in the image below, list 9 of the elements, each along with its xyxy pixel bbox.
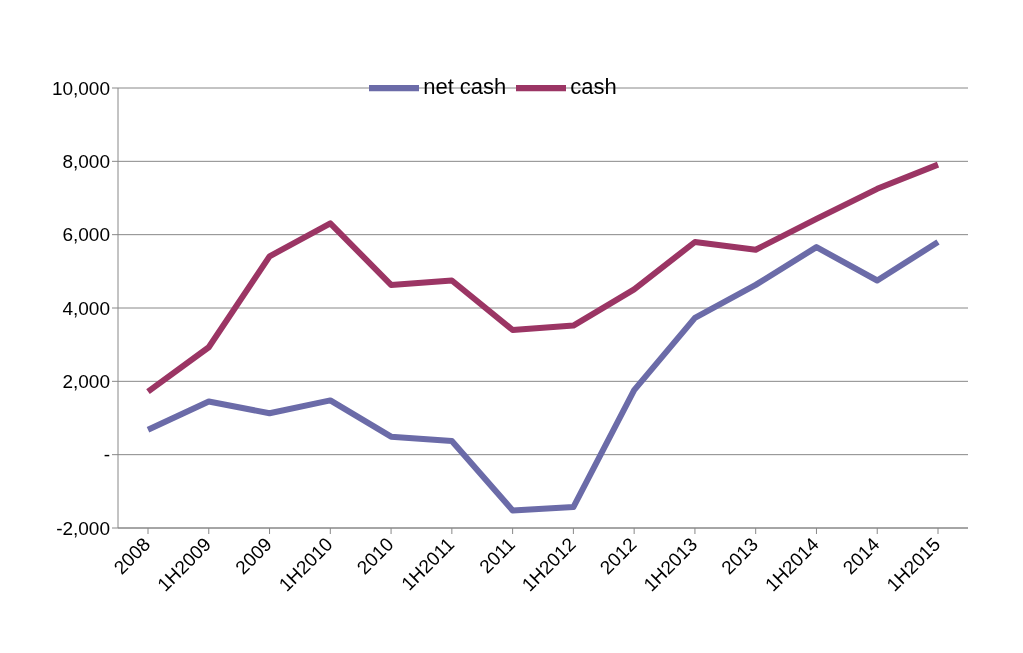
- y-tick-label: 8,000: [62, 151, 110, 173]
- y-tick-label: 10,000: [51, 77, 110, 99]
- y-tick-label: -2,000: [56, 517, 110, 539]
- legend-label: net cash: [423, 73, 507, 99]
- y-tick-label: 2,000: [62, 371, 110, 393]
- legend-label: cash: [570, 73, 617, 99]
- y-tick-label: 6,000: [62, 224, 110, 246]
- y-tick-label: -: [103, 444, 110, 466]
- y-tick-label: 4,000: [62, 297, 110, 319]
